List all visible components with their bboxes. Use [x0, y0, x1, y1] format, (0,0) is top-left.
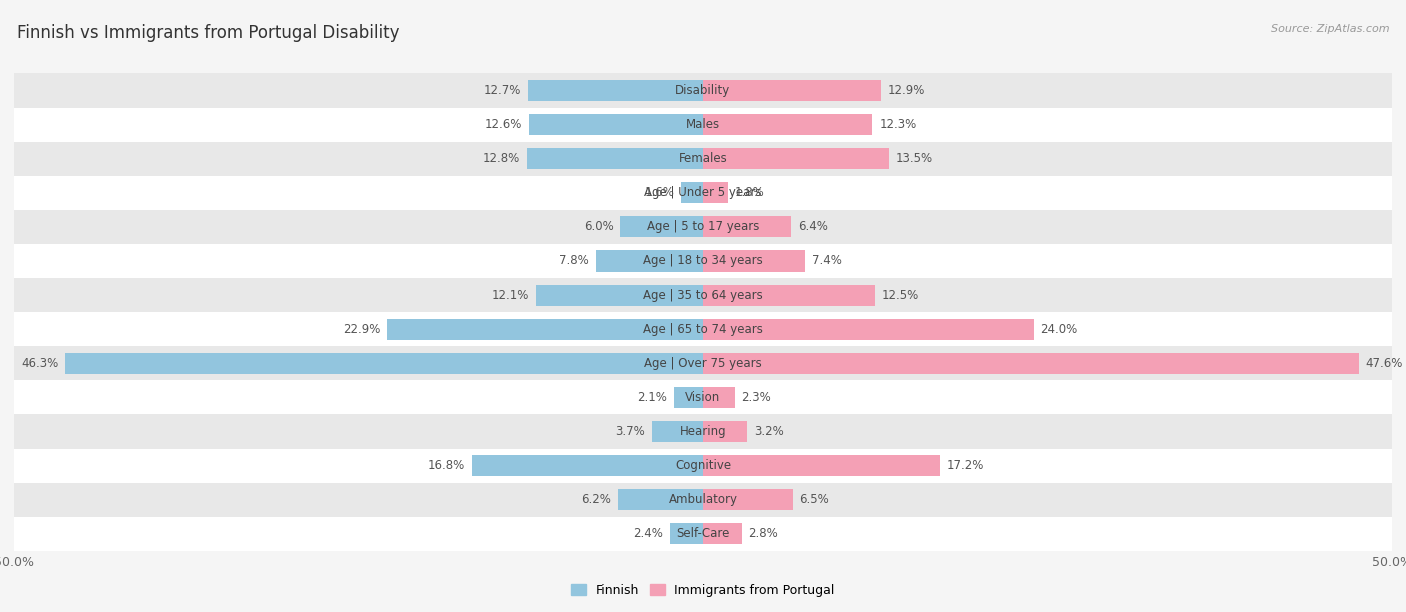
Text: 2.4%: 2.4% [633, 528, 664, 540]
Text: 2.1%: 2.1% [637, 391, 668, 404]
Text: Age | 35 to 64 years: Age | 35 to 64 years [643, 289, 763, 302]
Bar [14, 244, 1392, 278]
Text: 12.9%: 12.9% [887, 84, 925, 97]
Text: Finnish vs Immigrants from Portugal Disability: Finnish vs Immigrants from Portugal Disa… [17, 24, 399, 42]
Text: Age | Under 5 years: Age | Under 5 years [644, 186, 762, 200]
Legend: Finnish, Immigrants from Portugal: Finnish, Immigrants from Portugal [567, 579, 839, 602]
Text: 7.4%: 7.4% [811, 255, 842, 267]
Text: 12.3%: 12.3% [879, 118, 917, 131]
Text: 12.1%: 12.1% [492, 289, 530, 302]
Text: Ambulatory: Ambulatory [668, 493, 738, 506]
Text: 17.2%: 17.2% [946, 459, 984, 472]
Text: 24.0%: 24.0% [1040, 323, 1078, 335]
Bar [669, 523, 703, 544]
Text: 3.2%: 3.2% [754, 425, 783, 438]
Bar [703, 148, 889, 170]
Text: Females: Females [679, 152, 727, 165]
Bar [703, 523, 741, 544]
Bar [529, 80, 703, 101]
Bar [703, 250, 806, 272]
Bar [14, 483, 1392, 517]
Text: Hearing: Hearing [679, 425, 727, 438]
Bar [14, 346, 1392, 380]
Bar [703, 216, 792, 237]
Text: Cognitive: Cognitive [675, 459, 731, 472]
Bar [681, 182, 703, 203]
Bar [652, 421, 703, 442]
Bar [14, 210, 1392, 244]
Bar [14, 517, 1392, 551]
Text: 46.3%: 46.3% [21, 357, 58, 370]
Bar [14, 73, 1392, 108]
Text: 12.8%: 12.8% [482, 152, 520, 165]
Bar [14, 141, 1392, 176]
Bar [617, 489, 703, 510]
Bar [620, 216, 703, 237]
Bar [703, 80, 880, 101]
Bar [388, 319, 703, 340]
Bar [703, 285, 875, 305]
Bar [471, 455, 703, 476]
Bar [14, 278, 1392, 312]
Text: Age | 18 to 34 years: Age | 18 to 34 years [643, 255, 763, 267]
Bar [673, 387, 703, 408]
Text: 1.6%: 1.6% [644, 186, 673, 200]
Text: 12.7%: 12.7% [484, 84, 522, 97]
Text: 7.8%: 7.8% [560, 255, 589, 267]
Bar [703, 455, 941, 476]
Text: 22.9%: 22.9% [343, 323, 381, 335]
Bar [703, 421, 747, 442]
Bar [65, 353, 703, 374]
Text: Vision: Vision [685, 391, 721, 404]
Text: 2.3%: 2.3% [741, 391, 772, 404]
Text: 12.5%: 12.5% [882, 289, 920, 302]
Bar [596, 250, 703, 272]
Bar [536, 285, 703, 305]
Text: 6.4%: 6.4% [799, 220, 828, 233]
Bar [14, 312, 1392, 346]
Bar [703, 353, 1358, 374]
Bar [14, 414, 1392, 449]
Bar [14, 176, 1392, 210]
Text: 3.7%: 3.7% [616, 425, 645, 438]
Bar [14, 108, 1392, 141]
Text: 13.5%: 13.5% [896, 152, 934, 165]
Bar [527, 148, 703, 170]
Bar [14, 449, 1392, 483]
Bar [703, 319, 1033, 340]
Text: 6.0%: 6.0% [583, 220, 613, 233]
Text: 6.2%: 6.2% [581, 493, 610, 506]
Text: Males: Males [686, 118, 720, 131]
Text: Disability: Disability [675, 84, 731, 97]
Text: Source: ZipAtlas.com: Source: ZipAtlas.com [1271, 24, 1389, 34]
Text: Self-Care: Self-Care [676, 528, 730, 540]
Text: Age | 5 to 17 years: Age | 5 to 17 years [647, 220, 759, 233]
Text: 12.6%: 12.6% [485, 118, 523, 131]
Bar [703, 114, 873, 135]
Bar [703, 387, 735, 408]
Bar [530, 114, 703, 135]
Bar [703, 182, 728, 203]
Text: 16.8%: 16.8% [427, 459, 464, 472]
Text: Age | 65 to 74 years: Age | 65 to 74 years [643, 323, 763, 335]
Bar [703, 489, 793, 510]
Text: 6.5%: 6.5% [800, 493, 830, 506]
Text: 2.8%: 2.8% [748, 528, 778, 540]
Text: 1.8%: 1.8% [735, 186, 765, 200]
Text: 47.6%: 47.6% [1365, 357, 1403, 370]
Bar [14, 380, 1392, 414]
Text: Age | Over 75 years: Age | Over 75 years [644, 357, 762, 370]
